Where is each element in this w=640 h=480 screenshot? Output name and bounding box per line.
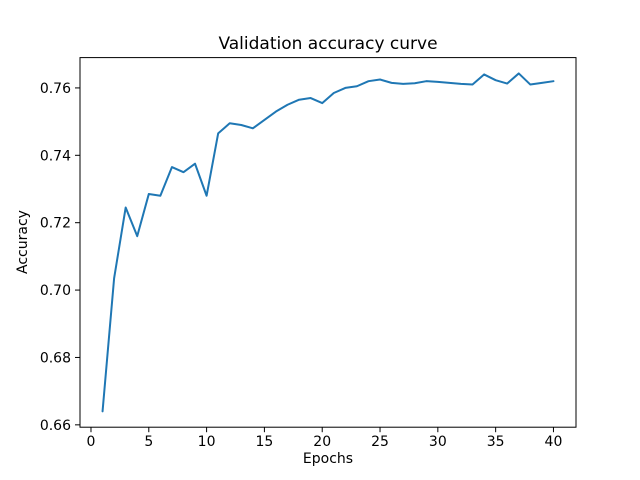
x-tick-label: 5: [144, 434, 153, 450]
y-tick-label: 0.74: [40, 148, 71, 164]
y-tick-label: 0.72: [40, 216, 71, 232]
chart-title: Validation accuracy curve: [218, 34, 438, 54]
x-tick-label: 20: [313, 434, 331, 450]
y-tick-label: 0.76: [40, 81, 71, 97]
y-tick-label: 0.70: [40, 283, 71, 299]
x-tick-label: 10: [198, 434, 216, 450]
x-tick-label: 30: [429, 434, 447, 450]
x-tick-label: 35: [487, 434, 505, 450]
x-tick-label: 25: [371, 434, 389, 450]
y-tick-label: 0.66: [40, 418, 71, 434]
plot-frame: [79, 57, 577, 428]
x-tick-label: 40: [545, 434, 563, 450]
y-tick-label: 0.68: [40, 350, 71, 366]
x-tick-label: 0: [87, 434, 96, 450]
x-axis-label: Epochs: [302, 451, 354, 467]
x-tick-label: 15: [255, 434, 273, 450]
accuracy-line: [101, 72, 555, 413]
